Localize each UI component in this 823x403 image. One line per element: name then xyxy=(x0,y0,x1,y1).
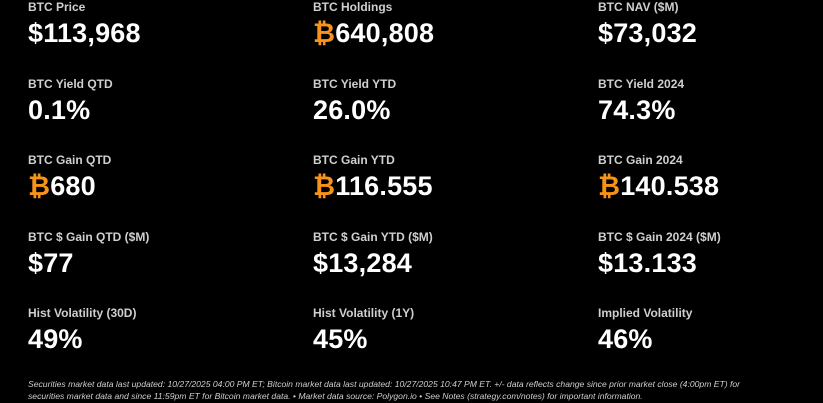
metric-label: Implied Volatility xyxy=(598,306,693,320)
bitcoin-icon: ₿ xyxy=(313,18,336,48)
metric-label: Hist Volatility (30D) xyxy=(28,306,137,320)
metric-value: 46% xyxy=(598,324,653,354)
metric-label: BTC Gain QTD xyxy=(28,153,112,167)
footnote-line-2: securities market data and since 11:59pm… xyxy=(28,391,643,401)
metric-label: BTC Holdings xyxy=(313,0,393,14)
currency-symbol: $ xyxy=(313,248,329,278)
metric-btc-gain-qtd: BTC Gain QTD ₿680 xyxy=(28,153,298,202)
metric-label: BTC Yield QTD xyxy=(28,77,113,91)
metric-value: ₿680 xyxy=(28,171,96,201)
metric-hist-volatility-1y: Hist Volatility (1Y) 45% xyxy=(313,306,583,355)
metric-btc-yield-qtd: BTC Yield QTD 0.1% xyxy=(28,77,298,126)
metric-value: 26.0% xyxy=(313,95,391,125)
metric-value: ₿140.538 xyxy=(598,171,720,201)
metric-label: BTC Gain 2024 xyxy=(598,153,683,167)
bitcoin-icon: ₿ xyxy=(313,171,336,201)
metric-implied-volatility: Implied Volatility 46% xyxy=(598,306,823,355)
metric-value: $13,284 xyxy=(313,248,413,278)
metric-label: BTC Price xyxy=(28,0,86,14)
metric-value: 0.1% xyxy=(28,95,91,125)
metric-btc-holdings: BTC Holdings ₿640,808 xyxy=(313,0,583,49)
metric-label: BTC $ Gain 2024 ($M) xyxy=(598,230,721,244)
metric-btc-yield-ytd: BTC Yield YTD 26.0% xyxy=(313,77,583,126)
metric-hist-volatility-30d: Hist Volatility (30D) 49% xyxy=(28,306,298,355)
metric-btc-dollar-gain-2024: BTC $ Gain 2024 ($M) $13.133 xyxy=(598,230,823,279)
currency-symbol: $ xyxy=(28,18,44,48)
metric-value: ₿116.555 xyxy=(313,171,433,201)
metric-value: 45% xyxy=(313,324,368,354)
market-data-footnote: Securities market data last updated: 10/… xyxy=(28,378,823,402)
currency-symbol: $ xyxy=(598,248,614,278)
metric-label: BTC Yield 2024 xyxy=(598,77,685,91)
metric-btc-yield-2024: BTC Yield 2024 74.3% xyxy=(598,77,823,126)
currency-symbol: $ xyxy=(598,18,614,48)
metric-label: BTC $ Gain QTD ($M) xyxy=(28,230,150,244)
metric-value: $73,032 xyxy=(598,18,698,48)
footnote-line-1: Securities market data last updated: 10/… xyxy=(28,379,740,389)
metric-value: $77 xyxy=(28,248,74,278)
metric-label: Hist Volatility (1Y) xyxy=(313,306,415,320)
metric-label: BTC Gain YTD xyxy=(313,153,395,167)
metric-btc-dollar-gain-qtd: BTC $ Gain QTD ($M) $77 xyxy=(28,230,298,279)
metric-label: BTC $ Gain YTD ($M) xyxy=(313,230,433,244)
metric-value: $113,968 xyxy=(28,18,141,48)
bitcoin-icon: ₿ xyxy=(598,171,621,201)
metric-value: $13.133 xyxy=(598,248,698,278)
metric-btc-gain-2024: BTC Gain 2024 ₿140.538 xyxy=(598,153,823,202)
metric-label: BTC Yield YTD xyxy=(313,77,397,91)
metric-btc-nav: BTC NAV ($M) $73,032 xyxy=(598,0,823,49)
metric-btc-price: BTC Price $113,968 xyxy=(28,0,298,49)
bitcoin-icon: ₿ xyxy=(28,171,51,201)
metric-value: 74.3% xyxy=(598,95,676,125)
metric-value: ₿640,808 xyxy=(313,18,435,48)
metrics-grid: BTC Price $113,968 BTC Holdings ₿640,808… xyxy=(28,0,823,372)
metric-btc-gain-ytd: BTC Gain YTD ₿116.555 xyxy=(313,153,583,202)
metric-value: 49% xyxy=(28,324,83,354)
currency-symbol: $ xyxy=(28,248,44,278)
metric-btc-dollar-gain-ytd: BTC $ Gain YTD ($M) $13,284 xyxy=(313,230,583,279)
metric-label: BTC NAV ($M) xyxy=(598,0,679,14)
